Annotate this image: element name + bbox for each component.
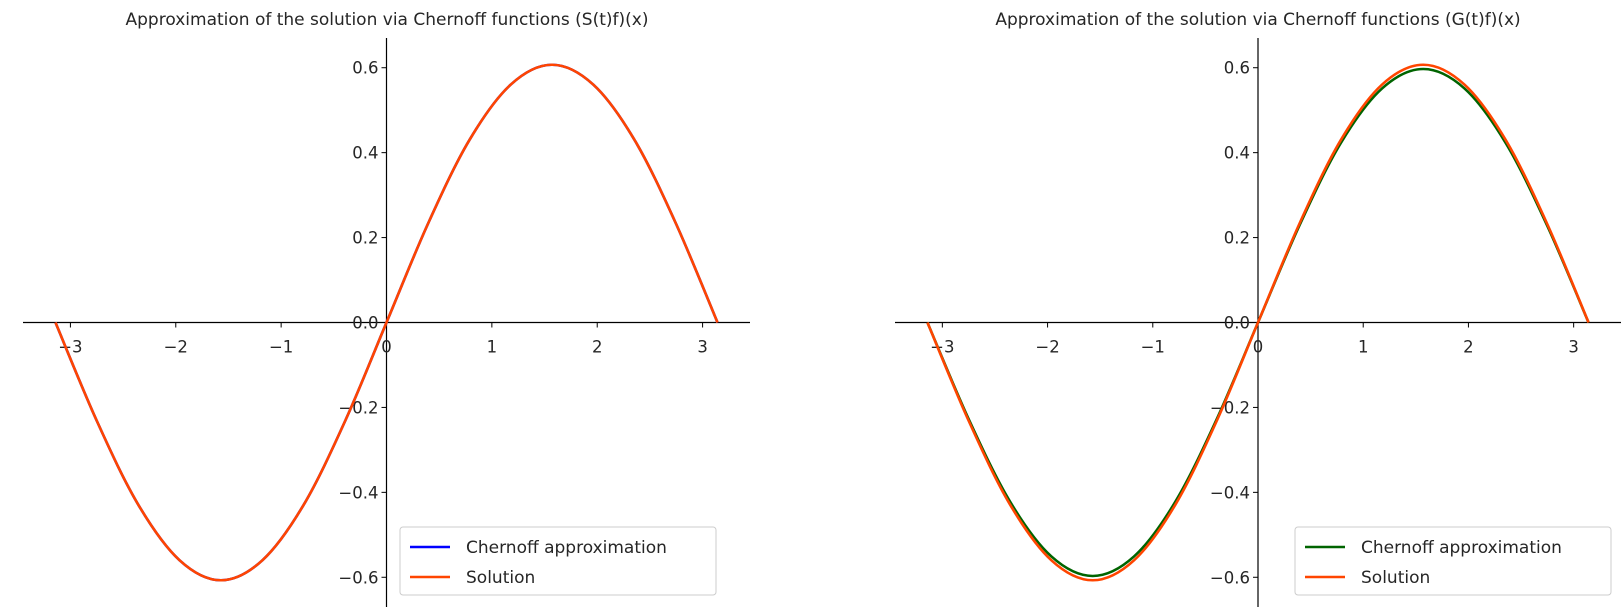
- chart-title: Approximation of the solution via Cherno…: [126, 10, 649, 30]
- y-tick-label: −0.4: [1210, 483, 1250, 502]
- x-tick-label: 1: [1358, 338, 1369, 357]
- y-tick-label: 0.2: [352, 229, 378, 248]
- x-tick-label: 0: [381, 338, 392, 357]
- series-line-solution: [54, 63, 719, 582]
- x-tick-label: 2: [592, 338, 603, 357]
- y-tick-label: 0.0: [1224, 314, 1250, 333]
- legend-label: Chernoff approximation: [1361, 538, 1562, 558]
- x-tick-label: 3: [1568, 338, 1579, 357]
- y-tick-label: −0.6: [338, 568, 378, 587]
- legend: Chernoff approximation Solution: [1294, 526, 1612, 596]
- chart-title: Approximation of the solution via Cherno…: [995, 10, 1520, 30]
- legend-label: Solution: [1361, 568, 1430, 588]
- y-tick-label: 0.4: [352, 144, 378, 163]
- y-tick-label: 0.6: [352, 59, 378, 78]
- legend-box: [399, 526, 717, 596]
- x-tick-label: −2: [164, 338, 188, 357]
- x-tick-label: 1: [487, 338, 498, 357]
- x-tick-label: −1: [269, 338, 293, 357]
- x-tick-label: 2: [1463, 338, 1474, 357]
- y-tick-label: −0.4: [338, 483, 378, 502]
- x-tick-label: 3: [697, 338, 708, 357]
- legend-label: Chernoff approximation: [466, 538, 667, 558]
- series-line-solution: [926, 63, 1590, 582]
- x-tick-label: −1: [1141, 338, 1165, 357]
- y-tick-label: 0.0: [352, 314, 378, 333]
- y-tick-label: 0.2: [1224, 229, 1250, 248]
- x-tick-label: −2: [1035, 338, 1059, 357]
- y-tick-label: 0.4: [1224, 144, 1250, 163]
- y-tick-label: −0.6: [1210, 568, 1250, 587]
- y-tick-label: −0.2: [1210, 398, 1250, 417]
- y-tick-label: −0.2: [338, 398, 378, 417]
- legend-label: Solution: [466, 568, 535, 588]
- x-tick-label: 0: [1253, 338, 1264, 357]
- y-tick-label: 0.6: [1224, 59, 1250, 78]
- chart-right: Approximation of the solution via Cherno…: [895, 10, 1621, 607]
- legend: Chernoff approximation Solution: [399, 526, 717, 596]
- chart-left: Approximation of the solution via Cherno…: [23, 10, 750, 607]
- legend-box: [1294, 526, 1612, 596]
